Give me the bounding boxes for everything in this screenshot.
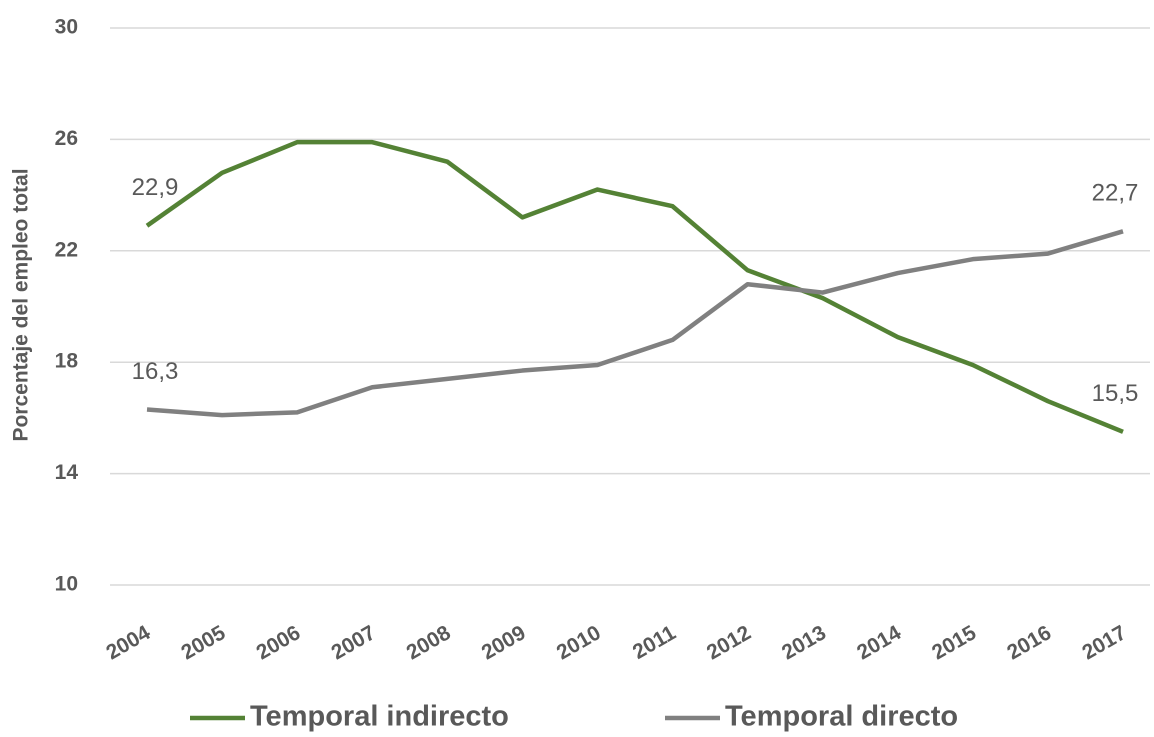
x-tick-label: 2004 [102,621,154,664]
x-tick-label: 2015 [928,621,980,664]
x-tick-label: 2017 [1078,621,1130,664]
x-tick-label: 2005 [177,621,229,664]
y-axis-label: Porcentaje del empleo total [10,168,33,441]
data-label: 22,9 [132,174,179,201]
x-tick-label: 2016 [1003,621,1055,664]
y-tick-label: 30 [55,16,78,39]
y-tick-label: 22 [55,238,78,261]
x-tick-label: 2006 [252,621,304,664]
x-tick-label: 2012 [703,621,755,664]
y-tick-label: 18 [55,350,79,373]
y-tick-label: 10 [55,573,78,596]
data-label: 22,7 [1092,180,1139,207]
x-tick-label: 2007 [328,621,380,664]
x-tick-label: 2011 [629,621,680,664]
x-tick-label: 2010 [553,621,605,664]
data-label: 15,5 [1092,380,1139,407]
series-line [145,139,1124,434]
series-line [146,229,1124,418]
x-tick-label: 2009 [478,621,530,664]
y-tick-label: 26 [55,127,78,150]
x-tick-label: 2013 [778,621,830,664]
legend-label: Temporal directo [725,701,958,733]
data-label: 16,3 [132,358,179,385]
y-tick-label: 14 [55,461,79,484]
legend-label: Temporal indirecto [250,701,509,733]
x-tick-label: 2008 [403,621,455,664]
x-tick-label: 2014 [853,621,905,664]
